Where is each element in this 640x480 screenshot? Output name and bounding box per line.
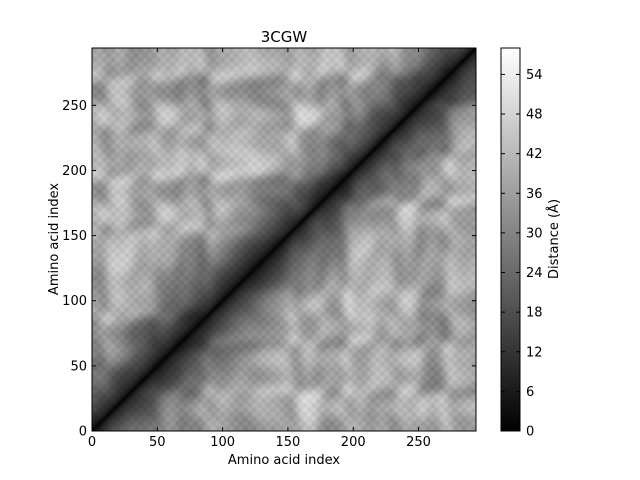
chart-title: 3CGW <box>261 28 308 46</box>
x-axis-label: Amino acid index <box>228 453 340 468</box>
heatmap <box>92 48 476 431</box>
y-tick-label: 0 <box>79 425 87 440</box>
colorbar-tick-label: 30 <box>526 226 543 241</box>
colorbar-tick-label: 54 <box>526 68 543 83</box>
y-axis-ticks: 0 50 100 150 200 250 <box>62 99 476 440</box>
colorbar-label: Distance (Å) <box>546 199 562 279</box>
colorbar-gradient <box>500 47 521 432</box>
colorbar-tick-label: 48 <box>526 108 543 123</box>
x-tick-label: 200 <box>341 435 366 450</box>
y-tick-label: 150 <box>62 229 87 244</box>
x-tick-label: 0 <box>88 435 96 450</box>
colorbar-tick-label: 42 <box>526 147 543 162</box>
colorbar-ticks: 0 6 12 18 24 30 36 42 48 54 <box>501 68 543 440</box>
x-tick-label: 150 <box>276 435 301 450</box>
colorbar-tick-label: 0 <box>526 425 534 440</box>
x-tick-label: 250 <box>406 435 431 450</box>
x-tick-label: 100 <box>210 435 235 450</box>
colorbar: 0 6 12 18 24 30 36 42 48 54 Distance (Å) <box>500 47 562 440</box>
distance-matrix-image <box>92 48 476 431</box>
colorbar-tick-label: 18 <box>526 306 543 321</box>
y-tick-label: 200 <box>62 164 87 179</box>
x-tick-label: 50 <box>149 435 166 450</box>
plot-frame <box>91 47 477 432</box>
colorbar-tick-label: 12 <box>526 345 543 360</box>
y-tick-label: 250 <box>62 99 87 114</box>
y-tick-label: 50 <box>70 359 87 374</box>
colorbar-tick-label: 6 <box>526 385 534 400</box>
colorbar-tick-label: 36 <box>526 187 543 202</box>
colorbar-tick-label: 24 <box>526 266 543 281</box>
y-tick-label: 100 <box>62 294 87 309</box>
x-axis-ticks: 0 50 100 150 200 250 <box>88 48 431 450</box>
y-axis-label: Amino acid index <box>47 183 62 295</box>
